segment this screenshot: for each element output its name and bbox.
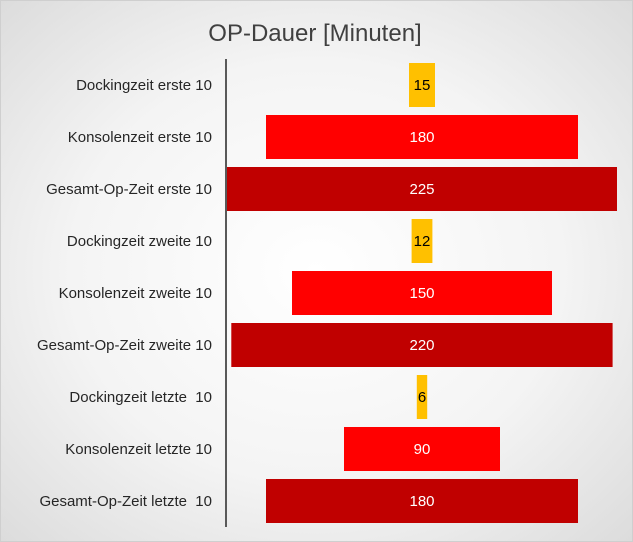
- bar-group: [227, 63, 617, 523]
- category-label-8: Konsolenzeit letzte 10: [65, 441, 212, 458]
- bar-5: [292, 271, 552, 315]
- value-label-group: 15 180 225 12 150 220 6 90 180: [409, 77, 434, 510]
- value-label-4: 12: [414, 233, 431, 250]
- category-label-9: Gesamt-Op-Zeit letzte 10: [39, 493, 212, 510]
- value-label-1: 15: [414, 77, 431, 94]
- value-label-6: 220: [409, 337, 434, 354]
- bar-4: [411, 219, 433, 263]
- bar-6: [231, 323, 613, 367]
- value-label-7: 6: [418, 389, 426, 406]
- category-label-1: Dockingzeit erste 10: [76, 77, 212, 94]
- bar-1: [409, 63, 435, 107]
- bar-2: [266, 115, 578, 159]
- category-label-3: Gesamt-Op-Zeit erste 10: [46, 181, 212, 198]
- bar-8: [344, 427, 500, 471]
- bar-9: [266, 479, 578, 523]
- category-label-2: Konsolenzeit erste 10: [68, 129, 212, 146]
- bar-7: [416, 375, 428, 419]
- value-label-2: 180: [409, 129, 434, 146]
- category-label-6: Gesamt-Op-Zeit zweite 10: [37, 337, 212, 354]
- value-label-8: 90: [414, 441, 431, 458]
- chart-title: OP-Dauer [Minuten]: [208, 20, 421, 47]
- category-label-7: Dockingzeit letzte 10: [69, 389, 212, 406]
- category-label-4: Dockingzeit zweite 10: [67, 233, 212, 250]
- bar-3: [227, 167, 617, 211]
- value-label-9: 180: [409, 493, 434, 510]
- value-label-5: 150: [409, 285, 434, 302]
- value-label-3: 225: [409, 181, 434, 198]
- category-label-5: Konsolenzeit zweite 10: [59, 285, 212, 302]
- category-label-group: Dockingzeit erste 10 Konsolenzeit erste 1…: [37, 77, 212, 510]
